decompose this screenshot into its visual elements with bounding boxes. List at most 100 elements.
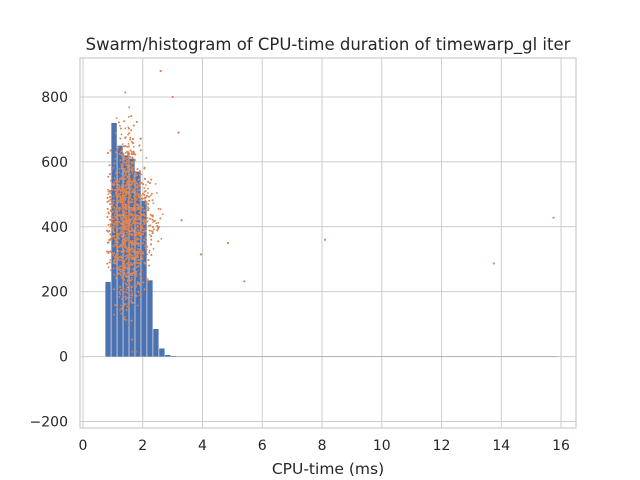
swarm-point [110,206,113,208]
swarm-point [135,121,138,123]
swarm-point [129,149,132,152]
swarm-point [133,209,135,212]
swarm-point [107,190,110,193]
swarm-point [116,190,119,192]
swarm-point [117,192,120,195]
swarm-point [143,222,146,224]
swarm-point [119,309,122,311]
swarm-point [123,216,126,219]
swarm-point [141,224,144,227]
swarm-point [130,184,133,187]
swarm-point [120,304,122,307]
swarm-outlier-point [226,241,230,245]
swarm-point [118,171,121,174]
swarm-point [108,261,111,264]
swarm-point [126,166,129,169]
swarm-point [142,220,145,222]
swarm-point [127,259,130,262]
swarm-point [143,213,145,216]
swarm-point [120,133,123,136]
swarm-point [138,184,141,187]
swarm-point [132,191,135,194]
swarm-point [112,199,115,202]
swarm-point [121,259,123,262]
swarm-point [130,151,133,153]
swarm-point [138,173,141,176]
swarm-point [156,229,159,232]
swarm-point [147,259,150,261]
swarm-point [130,319,133,322]
swarm-point [138,262,141,265]
swarm-point [123,263,126,265]
swarm-point [130,244,133,246]
swarm-point [109,238,112,241]
swarm-point [125,208,128,211]
swarm-point [111,188,114,191]
swarm-point [156,192,158,194]
swarm-point [150,192,153,195]
swarm-point [152,228,155,231]
swarm-point [127,133,129,136]
swarm-point [107,224,110,226]
swarm-point [136,184,139,187]
swarm-point [144,262,146,265]
swarm-point [131,169,134,171]
swarm-point [115,172,118,175]
y-tick-labels: −200 0 200 400 600 800 [30,90,68,431]
swarm-point [115,255,118,258]
swarm-point [126,296,129,299]
swarm-point [121,265,124,267]
swarm-point [123,233,125,236]
swarm-point [124,316,126,318]
swarm-point [121,147,124,150]
swarm-point [126,254,129,257]
swarm-point [128,241,131,244]
swarm-point [147,181,150,183]
swarm-point [134,182,137,185]
swarm-point [140,194,142,197]
swarm-point [155,222,158,225]
swarm-point [124,205,127,207]
swarm-point [106,250,108,253]
swarm-point [115,224,118,227]
swarm-point [134,242,137,245]
swarm-point [129,254,132,257]
swarm-point [124,255,127,257]
swarm-point [131,172,134,175]
swarm-outlier-point [243,280,246,283]
swarm-point [144,184,147,186]
swarm-point [131,156,134,159]
swarm-point [145,210,148,213]
swarm-point [140,173,142,176]
swarm-point [130,218,133,221]
swarm-point [118,168,121,170]
swarm-point [132,161,134,164]
swarm-point [127,162,130,165]
swarm-point [120,173,123,175]
swarm-point [131,250,133,253]
histogram-bar [153,329,159,357]
swarm-point [117,201,120,204]
swarm-point [110,225,113,227]
swarm-point [121,222,124,225]
swarm-point [127,205,129,208]
swarm-point [140,253,142,256]
swarm-point [130,301,133,304]
swarm-point [131,153,133,156]
swarm-point [133,198,136,201]
swarm-point [135,199,138,201]
swarm-point [120,200,123,203]
swarm-point [138,232,141,235]
swarm-point [123,250,126,252]
swarm-point [119,197,122,200]
swarm-point [134,212,137,214]
swarm-point [112,267,115,270]
swarm-point [134,259,137,262]
swarm-point [120,186,123,188]
swarm-point [123,227,125,230]
swarm-point [109,233,112,235]
swarm-point [132,189,134,192]
swarm-point [138,199,141,202]
swarm-point [120,178,123,181]
